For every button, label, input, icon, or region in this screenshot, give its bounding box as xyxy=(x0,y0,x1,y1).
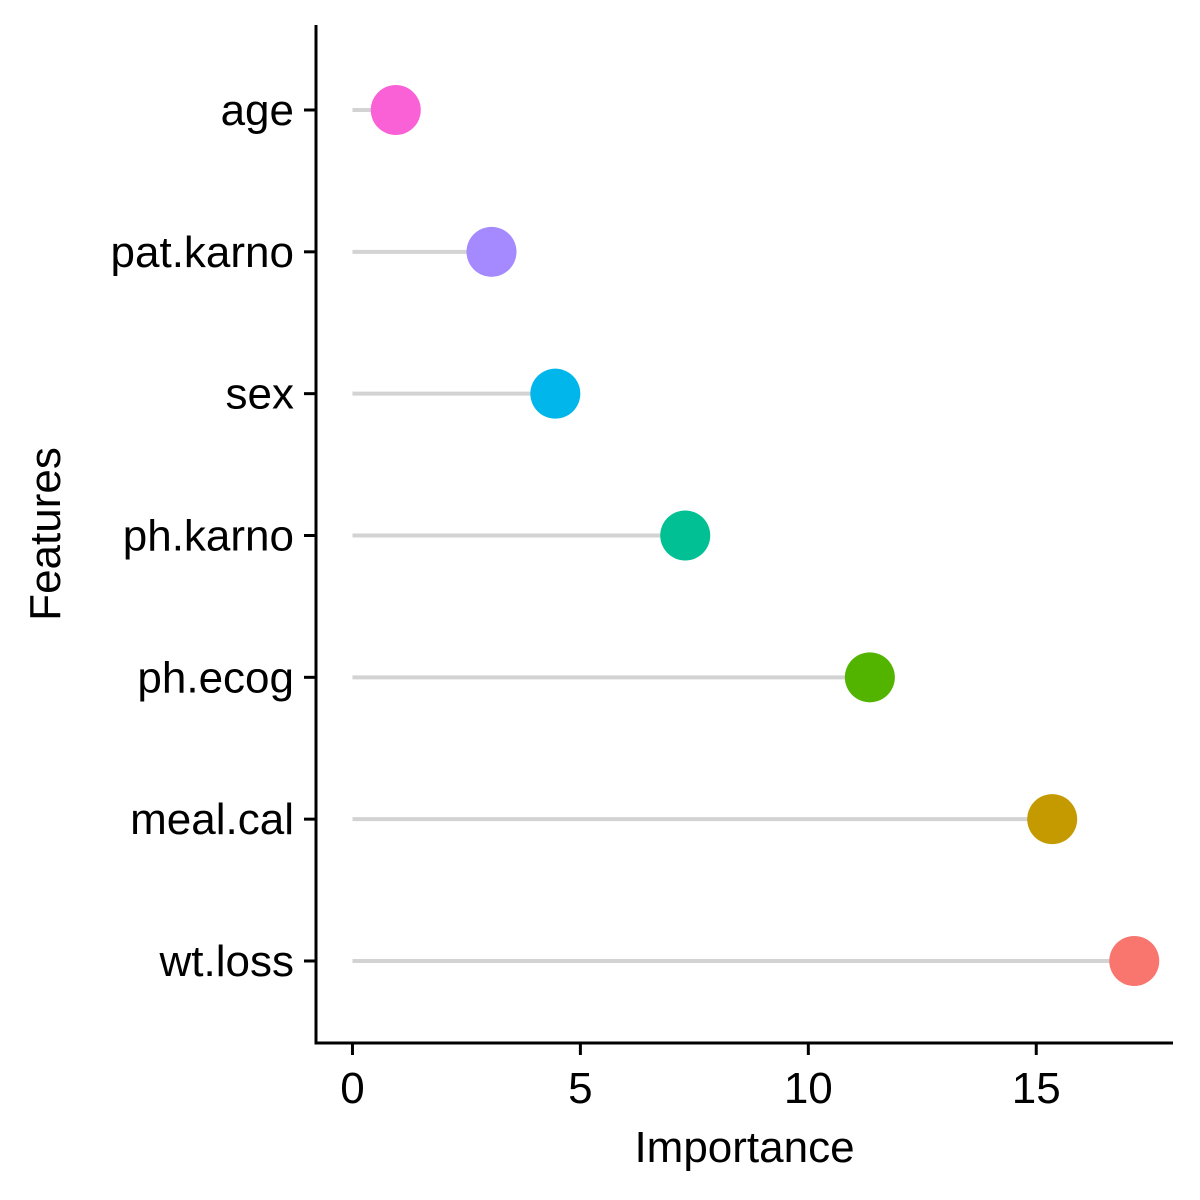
x-tick-label-0: 0 xyxy=(340,1064,364,1113)
x-tick-label-10: 10 xyxy=(784,1064,833,1113)
y-tick-label-wt.loss: wt.loss xyxy=(159,937,294,986)
y-axis: age pat.karno sex ph.karno ph.ecog meal.cal wt… xyxy=(111,86,316,986)
lollipop-point-ph.karno xyxy=(660,510,711,561)
x-tick-label-5: 5 xyxy=(568,1064,592,1113)
y-axis-title: Features xyxy=(21,447,70,621)
x-tick-label-15: 15 xyxy=(1012,1064,1061,1113)
lollipop-point-sex xyxy=(530,368,581,419)
lollipop-point-meal.cal xyxy=(1027,794,1078,845)
y-tick-label-pat.karno: pat.karno xyxy=(111,228,294,277)
y-tick-label-meal.cal: meal.cal xyxy=(130,795,294,844)
y-tick-label-ph.karno: ph.karno xyxy=(123,511,294,560)
y-tick-label-sex: sex xyxy=(226,370,294,419)
lollipop-point-wt.loss xyxy=(1109,935,1160,986)
y-tick-label-ph.ecog: ph.ecog xyxy=(137,653,294,702)
x-axis-title: Importance xyxy=(634,1123,854,1172)
lollipop-point-ph.ecog xyxy=(844,652,895,703)
lollipop-point-pat.karno xyxy=(466,226,517,277)
y-tick-label-age: age xyxy=(221,86,294,135)
x-axis: 0 5 10 15 xyxy=(340,1043,1061,1113)
lollipop-point-age xyxy=(370,85,421,135)
plot-area xyxy=(352,85,1160,986)
